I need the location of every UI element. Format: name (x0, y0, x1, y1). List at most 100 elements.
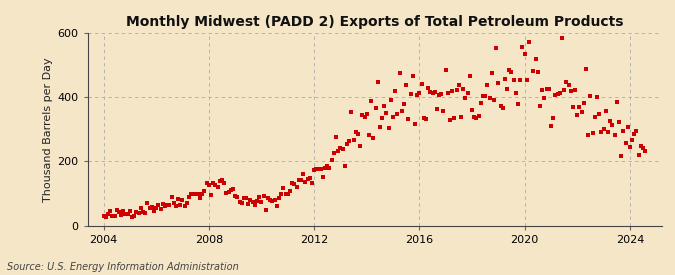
Point (545, 124, 556, 128)
Point (278, 185, 289, 190)
Point (466, 108, 477, 112)
Point (177, 198, 188, 203)
Point (111, 207, 122, 212)
Point (554, 91, 565, 95)
Point (361, 112, 372, 117)
Point (596, 130, 607, 134)
Point (440, 67, 451, 72)
Point (408, 74, 418, 78)
Point (618, 129, 628, 133)
Point (585, 93, 596, 98)
Point (552, 92, 563, 96)
Point (184, 195, 194, 199)
Point (508, 78, 519, 82)
Point (381, 111, 392, 116)
Point (385, 98, 396, 102)
Point (427, 90, 438, 95)
Point (182, 201, 192, 205)
Point (547, 116, 558, 121)
Point (423, 86, 433, 90)
Point (541, 87, 552, 91)
Point (390, 89, 401, 94)
Point (331, 135, 342, 139)
Point (500, 76, 510, 81)
Point (458, 87, 468, 91)
Point (559, 88, 570, 93)
Point (614, 120, 624, 125)
Point (638, 146, 649, 150)
Point (127, 215, 138, 219)
Point (425, 90, 436, 94)
Point (175, 203, 186, 208)
Point (241, 195, 252, 200)
Point (250, 202, 261, 207)
Point (635, 144, 646, 148)
Point (280, 192, 291, 197)
Point (273, 196, 284, 200)
Point (401, 82, 412, 87)
Point (502, 87, 512, 91)
Point (230, 194, 240, 199)
Point (308, 168, 319, 172)
Point (294, 177, 304, 182)
Point (285, 189, 296, 194)
Point (291, 185, 302, 189)
Point (157, 201, 168, 206)
Point (227, 187, 238, 191)
Point (431, 107, 442, 111)
Point (350, 130, 361, 134)
Point (236, 201, 247, 205)
Point (640, 148, 651, 153)
Point (168, 200, 179, 205)
Point (243, 201, 254, 206)
Point (115, 213, 126, 217)
Point (587, 131, 598, 135)
Point (206, 192, 217, 197)
Point (146, 205, 157, 209)
Point (320, 166, 331, 170)
Point (491, 46, 502, 51)
Point (225, 188, 236, 192)
Point (197, 191, 208, 196)
Point (129, 214, 140, 218)
Point (574, 105, 585, 109)
Point (265, 198, 275, 203)
Point (561, 79, 572, 84)
Point (103, 212, 113, 217)
Point (399, 101, 410, 106)
Point (355, 143, 366, 148)
Point (140, 211, 151, 215)
Point (186, 191, 196, 196)
Point (120, 212, 131, 216)
Point (208, 180, 219, 185)
Point (580, 67, 591, 71)
Point (454, 83, 464, 87)
Point (445, 118, 456, 123)
Point (370, 106, 381, 110)
Point (322, 164, 333, 168)
Point (359, 115, 370, 119)
Point (364, 133, 375, 137)
Point (148, 209, 159, 213)
Point (568, 105, 578, 109)
Point (537, 88, 547, 92)
Point (469, 115, 480, 119)
Point (456, 115, 466, 119)
Point (105, 209, 115, 213)
Point (252, 199, 263, 203)
Point (392, 112, 403, 116)
Point (484, 95, 495, 100)
Point (607, 123, 618, 127)
Point (338, 147, 348, 151)
Point (155, 207, 166, 211)
Point (348, 138, 359, 142)
Point (254, 195, 265, 199)
Point (159, 204, 170, 208)
Point (533, 70, 543, 75)
Point (217, 178, 227, 183)
Point (603, 130, 614, 134)
Point (101, 215, 111, 220)
Point (173, 197, 184, 202)
Point (443, 91, 454, 95)
Point (109, 214, 120, 218)
